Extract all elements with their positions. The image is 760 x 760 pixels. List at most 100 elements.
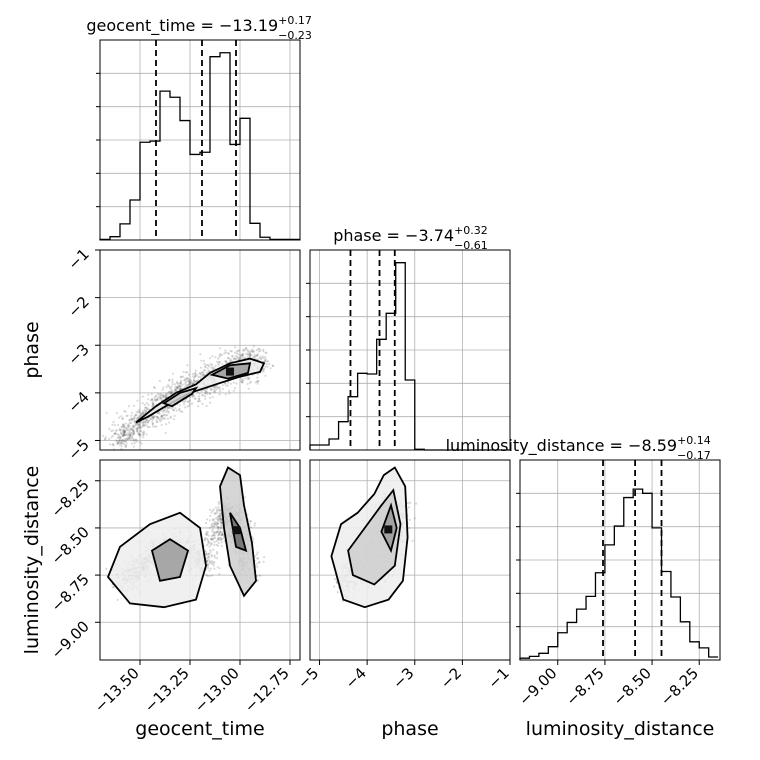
scatter-geocent-time-vs-phase-sample-point	[244, 356, 247, 359]
scatter-geocent-time-vs-phase-sample-point	[144, 418, 147, 421]
scatter-geocent-time-vs-luminosity-distance-sample-point	[262, 560, 265, 564]
scatter-geocent-time-vs-luminosity-distance-sample-point	[213, 554, 216, 557]
scatter-geocent-time-vs-phase-sample-point	[131, 433, 134, 437]
scatter-geocent-time-vs-phase-sample-point	[122, 424, 125, 427]
scatter-geocent-time-vs-phase-sample-point	[142, 412, 145, 415]
scatter-geocent-time-vs-phase-sample-point	[165, 423, 168, 426]
scatter-geocent-time-vs-phase-sample-point	[199, 375, 202, 378]
scatter-geocent-time-vs-phase-sample-point	[249, 351, 252, 354]
scatter-geocent-time-vs-luminosity-distance-sample-point	[212, 522, 215, 525]
scatter-geocent-time-vs-luminosity-distance-sample-point	[219, 509, 222, 512]
scatter-geocent-time-vs-phase-sample-point	[161, 417, 164, 420]
scatter-geocent-time-vs-phase-sample-point	[155, 399, 158, 402]
scatter-geocent-time-vs-phase-sample-point	[157, 411, 160, 415]
scatter-geocent-time-vs-luminosity-distance-sample-point	[214, 522, 217, 525]
scatter-geocent-time-vs-phase-sample-point	[177, 382, 180, 385]
scatter-geocent-time-vs-luminosity-distance-sample-point	[220, 526, 223, 530]
scatter-geocent-time-vs-phase-sample-point	[162, 409, 165, 412]
scatter-geocent-time-vs-luminosity-distance-sample-point	[216, 534, 220, 537]
scatter-geocent-time-vs-luminosity-distance-sample-point	[206, 560, 209, 563]
scatter-geocent-time-vs-phase-sample-point	[262, 348, 265, 351]
scatter-geocent-time-vs-luminosity-distance-sample-point	[209, 567, 212, 570]
scatter-geocent-time-vs-phase-sample-point	[202, 374, 205, 377]
scatter-geocent-time-vs-phase-sample-point	[126, 414, 129, 417]
scatter-geocent-time-vs-phase-sample-point	[113, 424, 116, 427]
scatter-geocent-time-vs-phase-sample-point	[199, 366, 203, 369]
scatter-geocent-time-vs-phase-sample-point	[174, 389, 177, 392]
scatter-geocent-time-vs-luminosity-distance-sample-point	[218, 517, 221, 520]
scatter-geocent-time-vs-phase-sample-point	[229, 359, 232, 362]
scatter-geocent-time-vs-phase-sample-point	[182, 403, 186, 406]
scatter-geocent-time-vs-phase-sample-point	[123, 430, 126, 433]
xtick-label: −4	[342, 664, 370, 692]
scatter-phase-vs-luminosity-distance-sample-point	[336, 591, 339, 594]
scatter-geocent-time-vs-phase-sample-point	[142, 433, 145, 436]
xtick-label: −8.75	[563, 664, 608, 709]
scatter-geocent-time-vs-phase-sample-point	[194, 374, 197, 377]
scatter-geocent-time-vs-phase-sample-point	[188, 402, 192, 405]
scatter-geocent-time-vs-phase-sample-point	[158, 411, 161, 414]
scatter-geocent-time-vs-luminosity-distance-sample-point	[255, 562, 258, 565]
scatter-geocent-time-vs-phase-sample-point	[122, 425, 125, 429]
scatter-geocent-time-vs-phase-sample-point	[211, 367, 214, 370]
scatter-geocent-time-vs-phase-sample-point	[152, 415, 155, 418]
scatter-geocent-time-vs-phase-sample-point	[131, 417, 134, 421]
scatter-geocent-time-vs-phase-sample-point	[127, 436, 130, 439]
scatter-geocent-time-vs-phase-sample-point	[262, 367, 265, 370]
scatter-geocent-time-vs-phase-sample-point	[142, 424, 145, 427]
scatter-geocent-time-vs-phase-sample-point	[155, 425, 158, 428]
scatter-geocent-time-vs-phase-sample-point	[184, 371, 188, 374]
scatter-geocent-time-vs-luminosity-distance-sample-point	[219, 520, 222, 523]
scatter-geocent-time-vs-phase-sample-point	[224, 351, 227, 354]
scatter-geocent-time-vs-phase-sample-point	[192, 378, 196, 381]
scatter-geocent-time-vs-phase-sample-point	[130, 411, 134, 414]
scatter-geocent-time-vs-luminosity-distance-sample-point	[207, 552, 210, 555]
scatter-geocent-time-vs-luminosity-distance-sample-point	[204, 522, 208, 525]
scatter-geocent-time-vs-phase-sample-point	[152, 403, 155, 406]
scatter-geocent-time-vs-phase-sample-point	[176, 387, 179, 391]
scatter-geocent-time-vs-phase-sample-point	[179, 387, 183, 390]
scatter-geocent-time-vs-phase-sample-point	[242, 348, 245, 351]
scatter-geocent-time-vs-phase-sample-point	[269, 367, 272, 370]
scatter-geocent-time-vs-phase-sample-point	[178, 408, 181, 412]
scatter-geocent-time-vs-phase-sample-point	[245, 352, 248, 355]
scatter-geocent-time-vs-phase-sample-point	[191, 395, 194, 398]
scatter-geocent-time-vs-phase-sample-point	[235, 350, 239, 353]
scatter-geocent-time-vs-phase-sample-point	[186, 377, 189, 380]
scatter-geocent-time-vs-phase-sample-point	[131, 418, 134, 421]
scatter-geocent-time-vs-phase-sample-point	[123, 433, 126, 436]
scatter-geocent-time-vs-luminosity-distance-sample-point	[111, 586, 114, 589]
scatter-geocent-time-vs-luminosity-distance-sample-point	[256, 579, 259, 582]
scatter-geocent-time-vs-phase-sample-point	[264, 374, 267, 377]
scatter-geocent-time-vs-phase-sample-point	[144, 410, 147, 413]
scatter-geocent-time-vs-phase-sample-point	[202, 394, 205, 397]
scatter-geocent-time-vs-phase-sample-point	[179, 375, 182, 379]
scatter-geocent-time-vs-phase-sample-point	[212, 385, 215, 388]
scatter-geocent-time-vs-phase-sample-point	[141, 425, 144, 428]
scatter-geocent-time-vs-phase-sample-point	[116, 442, 119, 445]
scatter-geocent-time-vs-luminosity-distance-sample-point	[211, 539, 214, 542]
scatter-geocent-time-vs-phase-sample-point	[218, 361, 221, 364]
scatter-geocent-time-vs-phase-sample-point	[252, 345, 255, 348]
scatter-geocent-time-vs-phase-sample-point	[127, 429, 130, 432]
scatter-geocent-time-vs-phase-sample-point	[123, 454, 125, 456]
scatter-geocent-time-vs-phase-sample-point	[135, 413, 138, 416]
scatter-geocent-time-vs-phase-sample-point	[255, 354, 259, 357]
scatter-geocent-time-vs-phase-sample-point	[234, 355, 237, 358]
scatter-geocent-time-vs-phase-sample-point	[127, 438, 130, 441]
scatter-geocent-time-vs-luminosity-distance-sample-point	[216, 530, 219, 534]
scatter-geocent-time-vs-phase-sample-point	[264, 351, 267, 354]
scatter-geocent-time-vs-phase-sample-point	[135, 411, 138, 414]
scatter-geocent-time-vs-phase-sample-point	[259, 358, 262, 361]
ytick-label: −4	[64, 388, 92, 416]
ytick-label: −5	[64, 436, 92, 464]
scatter-geocent-time-vs-luminosity-distance-sample-point	[212, 531, 215, 534]
scatter-geocent-time-vs-phase-sample-point	[151, 421, 154, 424]
scatter-geocent-time-vs-phase-sample-point	[213, 391, 216, 394]
scatter-geocent-time-vs-phase-sample-point	[251, 350, 254, 354]
scatter-geocent-time-vs-phase-sample-point	[123, 409, 126, 413]
scatter-geocent-time-vs-luminosity-distance-sample-point	[218, 526, 221, 529]
scatter-geocent-time-vs-phase-sample-point	[115, 440, 118, 443]
scatter-geocent-time-vs-phase-sample-point	[168, 385, 171, 388]
scatter-geocent-time-vs-luminosity-distance-sample-point	[218, 573, 221, 576]
